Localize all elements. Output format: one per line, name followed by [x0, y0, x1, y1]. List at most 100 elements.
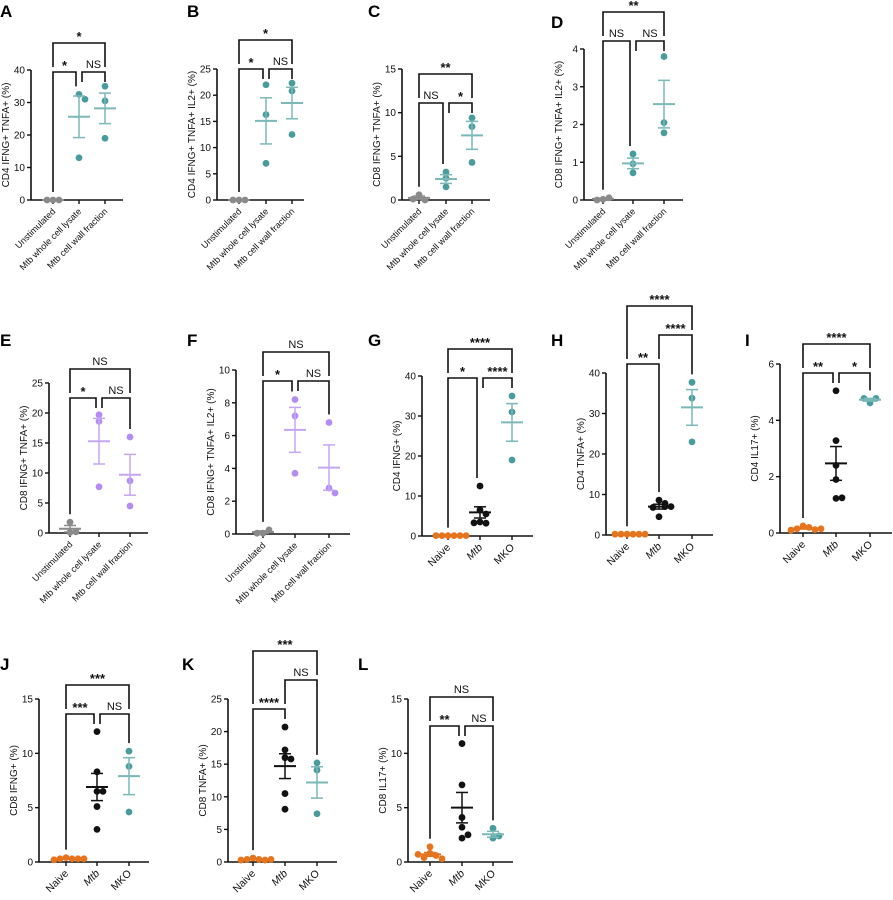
y-tick-label: 0	[27, 858, 33, 869]
group-2	[306, 759, 328, 818]
panel-letter: C	[368, 2, 380, 21]
group-0	[611, 530, 649, 538]
y-tick-label: 6	[224, 431, 230, 442]
bracket-line	[418, 73, 473, 98]
data-point	[125, 808, 133, 816]
panel-letter: D	[551, 13, 563, 32]
bracket-line	[447, 377, 478, 528]
significance-bracket: *	[52, 58, 77, 192]
data-point	[313, 810, 321, 818]
data-point	[281, 805, 289, 813]
bracket-line	[238, 68, 264, 192]
group-2	[118, 747, 140, 816]
group-0	[59, 518, 81, 536]
significance-bracket: NS	[464, 713, 494, 821]
y-tick-label: 15	[32, 439, 44, 450]
data-point	[458, 740, 466, 747]
y-tick-label: 5	[396, 803, 402, 814]
significance-label: NS	[108, 385, 123, 397]
x-tick-label: Mtb cell wall fraction	[269, 540, 333, 604]
y-axis-label: CD8 IL17+ (%)	[378, 747, 389, 813]
y-tick-label: 0	[594, 531, 600, 542]
data-point	[313, 759, 321, 767]
y-tick-label: 0	[396, 858, 402, 869]
data-point	[442, 183, 450, 191]
bracket-line	[268, 68, 293, 79]
data-point	[489, 824, 497, 832]
data-point	[287, 755, 295, 763]
group-1	[255, 81, 277, 167]
group-0	[237, 854, 275, 864]
data-point	[126, 502, 134, 510]
x-tick-label: Naive	[605, 541, 633, 569]
significance-label: NS	[107, 701, 122, 713]
significance-label: ****	[665, 321, 686, 336]
y-tick-label: 10	[14, 163, 26, 174]
y-axis-label: CD8 IFNG+ TNFA+ IL2+ (%)	[206, 388, 217, 515]
data-point	[458, 823, 466, 831]
data-point	[80, 855, 88, 863]
significance-bracket: **	[602, 0, 665, 36]
data-point	[438, 855, 446, 863]
significance-bracket: NS	[418, 90, 444, 187]
data-point	[101, 82, 109, 90]
data-point	[75, 154, 83, 162]
bracket-line	[297, 380, 330, 415]
y-tick-label: 25	[211, 695, 223, 706]
data-point	[93, 826, 101, 833]
y-tick-label: 0	[37, 529, 43, 540]
y-tick-label: 4	[768, 416, 774, 427]
y-tick-label: 10	[22, 749, 34, 760]
panel-letter: K	[182, 655, 195, 674]
data-point	[468, 114, 476, 122]
data-point	[281, 723, 289, 731]
y-tick-label: 20	[14, 131, 26, 142]
group-0	[592, 194, 614, 204]
data-point	[468, 159, 476, 166]
group-1	[825, 387, 847, 502]
data-point	[508, 456, 516, 464]
significance-bracket: *	[838, 359, 871, 391]
data-point	[125, 747, 133, 755]
group-2	[94, 82, 116, 142]
y-tick-label: 5	[390, 152, 396, 163]
significance-label: **	[439, 712, 450, 727]
significance-label: *	[62, 58, 68, 73]
data-point	[667, 503, 675, 511]
data-point	[288, 79, 296, 87]
group-2	[501, 392, 523, 464]
y-tick-label: 30	[405, 412, 417, 423]
panel-letter: I	[745, 331, 750, 350]
y-tick-label: 0	[205, 196, 211, 207]
y-axis-label: CD4 IFNG+ TNFA+ (%)	[1, 83, 12, 188]
y-tick-label: 15	[391, 695, 403, 706]
group-0	[414, 843, 446, 863]
y-tick-label: 0	[768, 529, 774, 540]
data-point	[101, 134, 109, 142]
data-point	[688, 378, 696, 386]
group-0	[787, 522, 825, 534]
data-point	[660, 53, 668, 60]
group-1	[648, 496, 675, 521]
significance-label: NS	[454, 684, 469, 696]
group-1	[86, 728, 108, 833]
bracket-line	[429, 725, 460, 839]
x-tick-label: Naive	[44, 868, 72, 896]
x-tick-label: Naive	[408, 868, 436, 896]
y-tick-label: 10	[219, 366, 231, 377]
group-0	[228, 196, 250, 204]
bracket-line	[464, 725, 494, 821]
data-point	[126, 433, 134, 441]
y-tick-label: 25	[32, 379, 44, 390]
data-point	[655, 513, 663, 521]
data-point	[482, 519, 490, 527]
data-point	[817, 525, 825, 533]
significance-bracket: NS	[99, 701, 130, 744]
bracket-line	[81, 71, 106, 82]
significance-label: NS	[273, 56, 288, 68]
group-1	[469, 482, 491, 527]
data-point	[262, 81, 270, 89]
